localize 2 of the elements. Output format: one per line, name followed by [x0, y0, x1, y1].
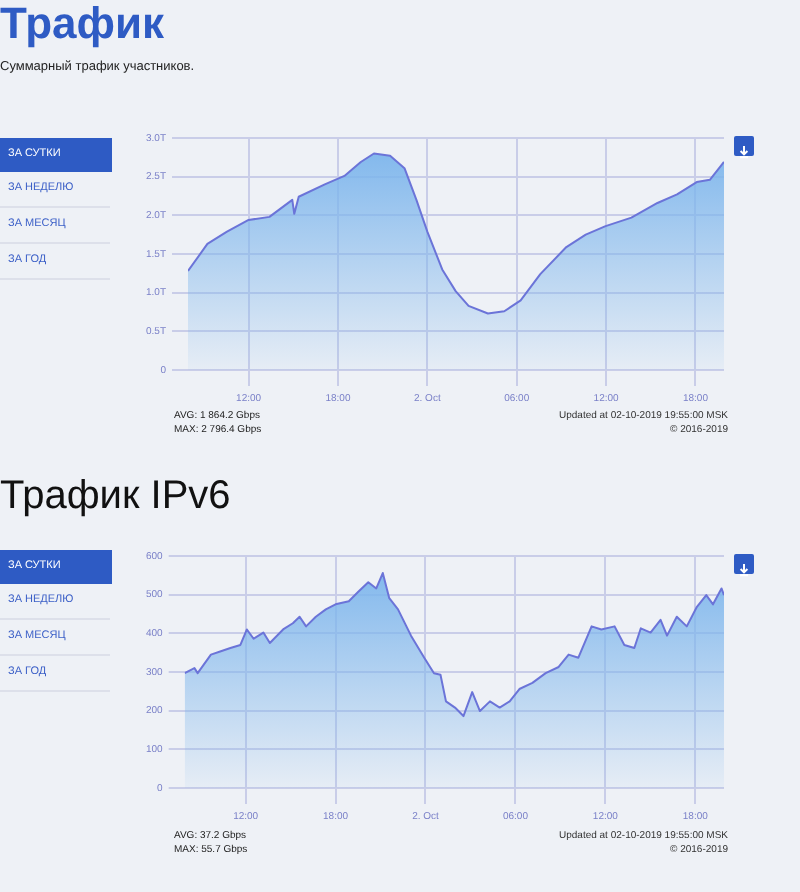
- chart-title: Трафик: [0, 0, 167, 48]
- chart-title: Трафик IPv6: [0, 472, 233, 520]
